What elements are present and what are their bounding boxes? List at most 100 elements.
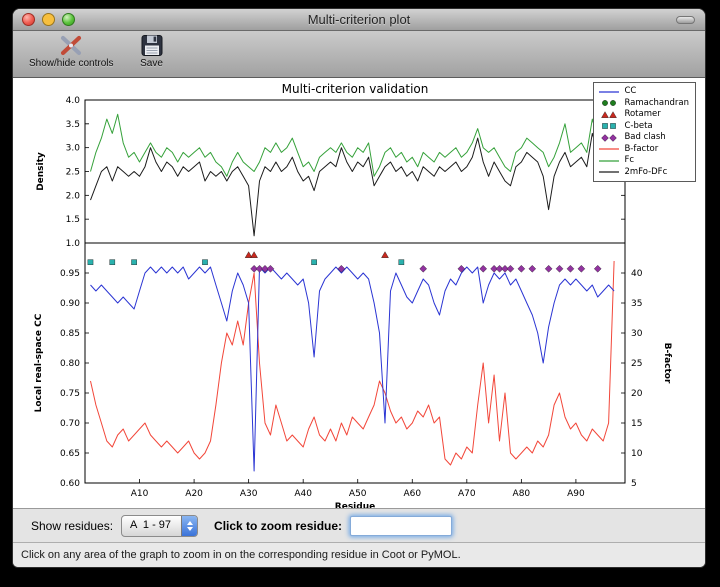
marker-bad-clash: [255, 265, 264, 273]
toolbar-item-label: Save: [140, 58, 163, 69]
svg-text:0.65: 0.65: [60, 449, 80, 459]
legend-entry-label: 2mFo-DFc: [624, 166, 668, 177]
svg-text:10: 10: [631, 449, 643, 459]
marker-bad-clash: [419, 265, 427, 273]
svg-text:A10: A10: [131, 489, 149, 499]
svg-text:A80: A80: [513, 489, 531, 499]
legend-entry-label: Fc: [624, 155, 634, 166]
show-hide-controls-button[interactable]: Show/hide controls: [29, 34, 114, 69]
marker-bad-clash: [506, 265, 515, 273]
svg-text:1.0: 1.0: [66, 239, 81, 249]
top-axes-frame: [84, 99, 626, 244]
svg-text:4.0: 4.0: [66, 96, 81, 106]
minimize-button[interactable]: [42, 13, 55, 26]
zoom-residue-label: Click to zoom residue:: [214, 518, 343, 533]
svg-text:B-factor: B-factor: [662, 343, 672, 384]
marker-bad-clash: [250, 265, 258, 273]
save-button[interactable]: Save: [140, 34, 164, 69]
marker-c-beta: [131, 259, 137, 266]
svg-text:A60: A60: [403, 489, 421, 499]
legend-entry-label: Bad clash: [624, 132, 666, 143]
plot-canvas[interactable]: Multi-criterion validation 1.0 1.5 2.0 2.5 3.…: [13, 78, 705, 508]
svg-text:A40: A40: [294, 489, 312, 499]
marker-bad-clash: [566, 265, 575, 273]
legend-entry: CC: [598, 86, 689, 98]
svg-text:0.70: 0.70: [60, 419, 80, 429]
app-window: Multi-criterion plot Show/hide controls: [12, 8, 706, 568]
residue-range-value: A 1 - 97: [130, 518, 172, 531]
marker-rotamer: [250, 251, 258, 258]
marker-bad-clash: [457, 265, 466, 273]
legend-swatch-line: [599, 160, 620, 162]
zoom-window-button[interactable]: [62, 13, 75, 26]
status-bar: Click on any area of the graph to zoom i…: [13, 543, 705, 567]
toolbar-item-label: Show/hide controls: [29, 58, 114, 69]
marker-bad-clash: [501, 265, 509, 273]
svg-text:15: 15: [631, 419, 642, 429]
legend-swatch-triangle: [601, 111, 618, 118]
svg-text:A50: A50: [349, 489, 367, 499]
svg-text:0.95: 0.95: [60, 269, 80, 279]
svg-text:30: 30: [631, 329, 643, 339]
marker-bad-clash: [261, 265, 269, 273]
series-line-2mFo-DFc: [90, 132, 615, 237]
legend-entry-label: Rotamer: [624, 109, 661, 120]
svg-text:2.5: 2.5: [66, 168, 80, 178]
legend-swatch-line: [599, 148, 620, 150]
legend-swatch-line: [599, 91, 620, 93]
svg-text:0.85: 0.85: [60, 329, 80, 339]
status-text: Click on any area of the graph to zoom i…: [21, 549, 461, 561]
marker-bad-clash: [593, 265, 602, 273]
marker-bad-clash: [528, 265, 537, 273]
legend-entry: Bad clash: [598, 132, 689, 144]
svg-text:0.90: 0.90: [60, 299, 80, 309]
control-bar: Show residues: A 1 - 97 Click to zoom re…: [13, 508, 705, 543]
marker-bad-clash: [577, 265, 586, 273]
svg-text:20: 20: [631, 389, 643, 399]
svg-text:Residue: Residue: [335, 502, 375, 508]
zoom-residue-input[interactable]: [350, 515, 453, 536]
svg-text:2.0: 2.0: [66, 191, 81, 201]
svg-text:A30: A30: [240, 489, 258, 499]
legend-entry: Fc: [598, 155, 689, 167]
legend-entry: Ramachandran: [598, 98, 689, 110]
close-button[interactable]: [22, 13, 35, 26]
marker-c-beta: [87, 259, 94, 266]
legend-entry: C-beta: [598, 121, 689, 133]
show-residues-label: Show residues:: [31, 518, 114, 533]
marker-c-beta: [311, 259, 317, 266]
window-controls: [22, 13, 75, 26]
marker-bad-clash: [544, 265, 553, 273]
svg-text:35: 35: [631, 299, 642, 309]
series-line-CC: [90, 266, 615, 472]
legend-entry-label: Ramachandran: [624, 97, 689, 108]
toolbar: Show/hide controls Save: [13, 31, 705, 78]
legend-swatch-circle: [602, 100, 617, 107]
marker-rotamer: [381, 251, 389, 258]
legend-swatch-square: [602, 123, 617, 130]
svg-text:Local real-space CC: Local real-space CC: [34, 313, 44, 412]
combo-stepper-icon: [181, 515, 198, 536]
svg-text:A70: A70: [458, 489, 476, 499]
legend-entry: 2mFo-DFc: [598, 167, 689, 179]
marker-bad-clash: [337, 265, 346, 273]
svg-text:25: 25: [631, 359, 642, 369]
marker-bad-clash: [479, 265, 487, 273]
svg-text:3.5: 3.5: [66, 120, 80, 130]
svg-text:40: 40: [631, 269, 643, 279]
toolbar-toggle-button[interactable]: [676, 16, 695, 24]
marker-c-beta: [109, 259, 116, 266]
title-bar[interactable]: Multi-criterion plot: [13, 9, 705, 31]
series-line-B-factor: [90, 260, 615, 466]
svg-text:A90: A90: [567, 489, 585, 499]
svg-text:Multi-criterion validation: Multi-criterion validation: [282, 82, 429, 96]
marker-rotamer: [244, 251, 253, 258]
legend-swatch-line: [599, 171, 620, 173]
svg-text:1.5: 1.5: [66, 215, 80, 225]
residue-range-select[interactable]: A 1 - 97: [121, 514, 199, 537]
svg-text:0.60: 0.60: [60, 479, 80, 489]
svg-text:0.75: 0.75: [60, 389, 80, 399]
svg-text:3.0: 3.0: [66, 144, 81, 154]
controls-icon: [61, 35, 82, 56]
svg-text:Density: Density: [36, 152, 46, 191]
